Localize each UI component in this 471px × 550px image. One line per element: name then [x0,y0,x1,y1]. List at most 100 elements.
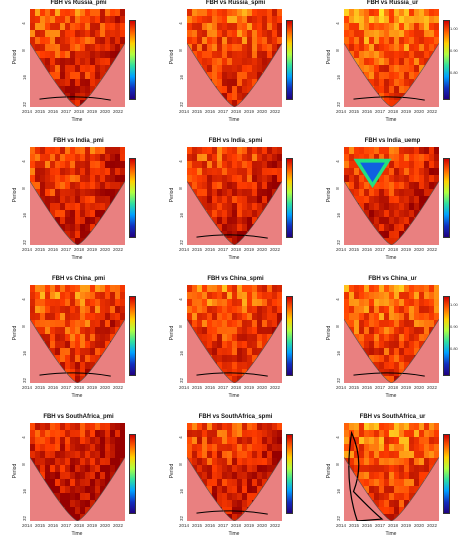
coherence-cell [55,334,61,342]
coherence-cell [237,320,243,328]
coherence-cell [232,37,238,45]
coherence-cell [227,65,233,73]
coherence-cell [369,479,375,487]
coherence-cell [55,486,61,494]
coherence-cell [202,154,208,162]
coherence-cell [232,9,238,17]
coherence-cell [232,65,238,73]
coherence-cell [429,285,435,293]
coherence-cell [232,93,238,101]
coherence-cell [379,231,385,239]
coherence-cell [384,493,390,501]
coherence-cell [359,189,365,197]
coherence-cell [95,65,101,73]
coherence-cell [237,175,243,183]
coherence-cell [354,299,360,307]
coherence-cell [227,313,233,321]
coherence-cell [65,313,71,321]
coherence-cell [40,175,46,183]
coherence-cell [414,72,420,80]
coherence-cell [100,182,106,190]
coherence-cell [80,196,86,204]
x-tick-label: 2019 [87,109,98,114]
coherence-cell [202,306,208,314]
coherence-cell [207,320,213,328]
coherence-cell [192,44,198,52]
coherence-cell [424,334,430,342]
coherence-cell [60,486,66,494]
coherence-cell [115,147,121,155]
coherence-cell [414,285,420,293]
coherence-cell [424,285,430,293]
coherence-cell [80,16,86,24]
coherence-cell [257,292,263,300]
coherence-cell [272,16,278,24]
coherence-cell [100,348,106,356]
coherence-cell [359,182,365,190]
coherence-cell [192,423,198,431]
coherence-cell [115,285,121,293]
y-axis-label: Period [12,49,19,65]
coherence-cell [227,154,233,162]
coherence-cell [207,348,213,356]
coherence-cell [237,79,243,87]
coherence-cell [217,320,223,328]
coherence-cell [80,423,86,431]
coherence-cell [192,168,198,176]
coherence-cell [75,16,81,24]
coherence-cell [232,217,238,225]
coherence-cell [369,486,375,494]
coherence-heatmap [30,285,125,383]
coherence-cell [187,437,193,445]
coherence-cell [267,299,273,307]
x-tick-label: 2018 [388,523,399,528]
coherence-cell [85,348,91,356]
coherence-cell [394,479,400,487]
coherence-cell [247,154,253,162]
coherence-cell [419,313,425,321]
coherence-cell [384,72,390,80]
coherence-cell [262,9,268,17]
x-tick-label: 2016 [48,109,59,114]
coherence-cell [267,437,273,445]
coherence-cell [404,500,410,508]
coherence-cell [202,175,208,183]
coherence-cell [90,72,96,80]
coherence-cell [379,217,385,225]
coherence-cell [40,430,46,438]
coherence-cell [202,189,208,197]
y-tick-label: 32 [179,239,185,246]
coherence-cell [252,72,258,80]
coherence-cell [110,299,116,307]
coherence-cell [359,51,365,59]
coherence-cell [217,493,223,501]
coherence-cell [70,51,76,59]
coherence-cell [424,154,430,162]
cone-of-influence-line [344,181,439,245]
coherence-cell [369,451,375,459]
coherence-cell [75,147,81,155]
coherence-cell [197,58,203,66]
coherence-cell [404,313,410,321]
coherence-cell [232,86,238,94]
coherence-cell [399,189,405,197]
coherence-cell [242,299,248,307]
coherence-cell [262,65,268,73]
coherence-cell [40,292,46,300]
coherence-cell [115,154,121,162]
coherence-cell [262,189,268,197]
coherence-cell [359,430,365,438]
coherence-cell [105,423,111,431]
coherence-cell [242,320,248,328]
coherence-cell [187,30,193,38]
coherence-cell [374,9,380,17]
coherence-cell [95,44,101,52]
coherence-cell [394,444,400,452]
coherence-cell [384,58,390,66]
coherence-cell [374,72,380,80]
coherence-cell [252,44,258,52]
coherence-cell [222,210,228,218]
coherence-cell [354,9,360,17]
coherence-cell [374,306,380,314]
coherence-cell [202,65,208,73]
